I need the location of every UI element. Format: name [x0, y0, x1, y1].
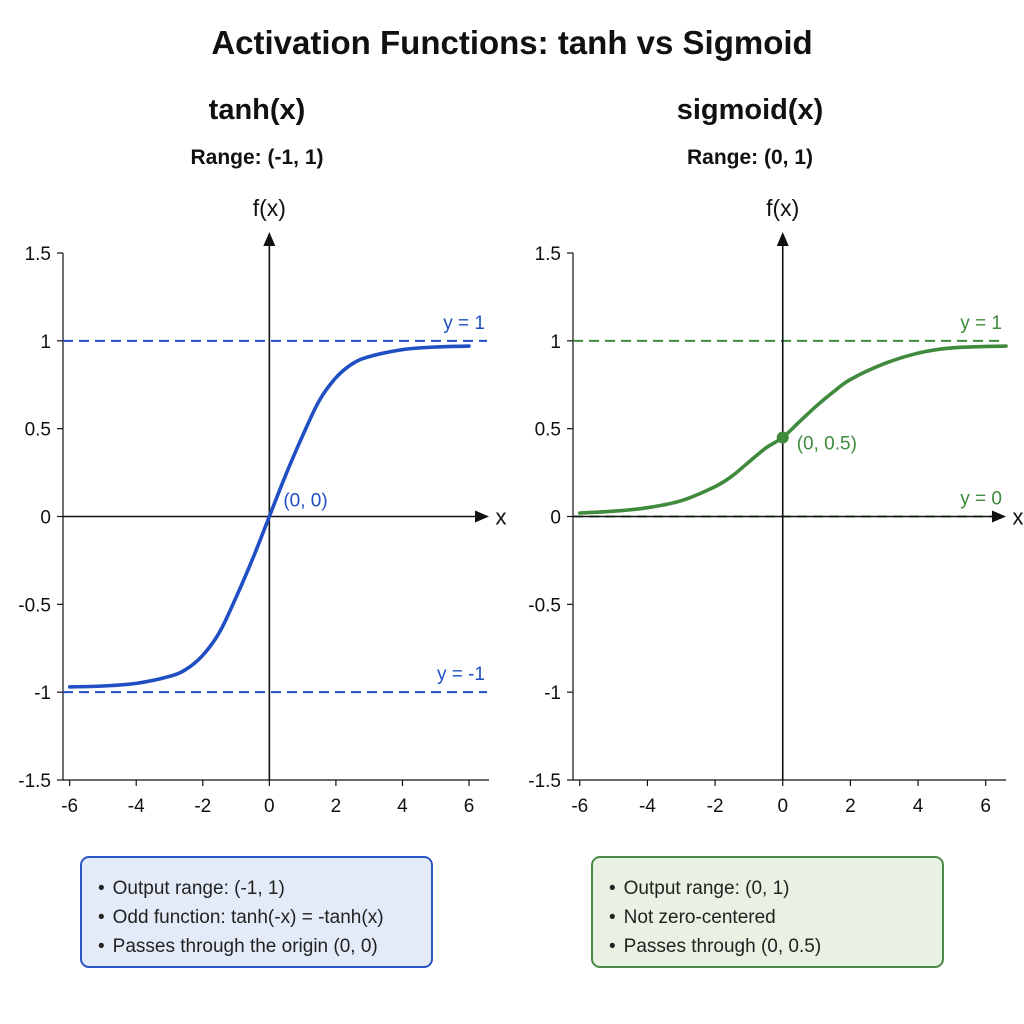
- tanh-x-axis-arrow: [475, 510, 489, 523]
- sigmoid-y-tick-label: -0.5: [528, 595, 561, 616]
- sigmoid-range-subtitle: Range: (0, 1): [686, 146, 814, 169]
- tanh-x-axis-label: x: [496, 505, 507, 530]
- tanh-x-tick-label: 0: [264, 796, 275, 817]
- sigmoid-y-tick-label: 1: [550, 332, 561, 353]
- page-title: Activation Functions: tanh vs Sigmoid: [211, 24, 813, 61]
- sigmoid-reference-label: y = 1: [960, 313, 1002, 334]
- sigmoid-y-tick-label: 0.5: [535, 420, 561, 441]
- tanh-y-tick-label: -0.5: [18, 595, 51, 616]
- tanh-chart: -1.5 -1 -0.5 0 0.5 1 1.5 -6 -4 -2 0 2 4 6 y = 1 y = -1 x…: [18, 195, 506, 817]
- tanh-y-axis-label: f(x): [253, 195, 286, 221]
- tanh-y-axis-arrow: [263, 232, 276, 246]
- tanh-x-tick-label: 4: [397, 796, 408, 817]
- sigmoid-curve: [578, 344, 1008, 515]
- sigmoid-x-axis-arrow: [992, 510, 1006, 523]
- tanh-note: Odd function: tanh(-x) = -tanh(x): [98, 903, 431, 932]
- tanh-range-subtitle: Range: (-1, 1): [190, 146, 324, 169]
- sigmoid-reference-label: y = 0: [960, 489, 1002, 510]
- sigmoid-note: Not zero-centered: [609, 903, 942, 932]
- tanh-y-tick-label: 0.5: [25, 420, 51, 441]
- sigmoid-y-tick-label: 1.5: [535, 244, 561, 265]
- tanh-notes-box: Output range: (-1, 1) Odd function: tanh…: [80, 856, 433, 968]
- tanh-note: Passes through the origin (0, 0): [98, 932, 431, 961]
- tanh-x-tick-label: -2: [194, 796, 211, 817]
- tanh-reference-label: y = 1: [443, 313, 485, 334]
- tanh-y-tick-label: 1.5: [25, 244, 51, 265]
- tanh-chart-title: tanh(x): [208, 94, 306, 126]
- tanh-y-tick-label: 1: [40, 332, 51, 353]
- tanh-x-tick-label: 6: [464, 796, 475, 817]
- sigmoid-x-tick-label: -4: [639, 796, 656, 817]
- sigmoid-y-tick-label: -1: [544, 683, 561, 704]
- tanh-point-label: (0, 0): [283, 491, 327, 512]
- tanh-x-tick-label: -6: [61, 796, 78, 817]
- tanh-x-tick-label: -4: [128, 796, 145, 817]
- tanh-y-tick-label: 0: [40, 508, 51, 529]
- sigmoid-x-tick-label: -6: [571, 796, 588, 817]
- sigmoid-y-axis-arrow: [776, 232, 789, 246]
- sigmoid-x-tick-label: -2: [707, 796, 724, 817]
- sigmoid-point-marker: [776, 431, 789, 444]
- sigmoid-chart-title: sigmoid(x): [676, 94, 824, 126]
- sigmoid-x-axis-label: x: [1013, 505, 1024, 530]
- sigmoid-notes-box: Output range: (0, 1) Not zero-centered P…: [591, 856, 944, 968]
- tanh-reference-label: y = -1: [437, 664, 485, 685]
- sigmoid-x-tick-label: 4: [913, 796, 924, 817]
- sigmoid-point-label: (0, 0.5): [797, 433, 857, 454]
- sigmoid-y-axis-label: f(x): [766, 195, 799, 221]
- sigmoid-y-tick-label: -1.5: [528, 771, 561, 792]
- tanh-note: Output range: (-1, 1): [98, 874, 431, 903]
- sigmoid-x-tick-label: 6: [980, 796, 991, 817]
- tanh-y-tick-label: -1.5: [18, 771, 51, 792]
- sigmoid-note: Output range: (0, 1): [609, 874, 942, 903]
- sigmoid-x-tick-label: 0: [777, 796, 788, 817]
- sigmoid-y-tick-label: 0: [550, 508, 561, 529]
- tanh-curve: [67, 344, 471, 689]
- sigmoid-x-tick-label: 2: [845, 796, 856, 817]
- tanh-x-tick-label: 2: [331, 796, 342, 817]
- sigmoid-note: Passes through (0, 0.5): [609, 932, 942, 961]
- sigmoid-chart: -1.5 -1 -0.5 0 0.5 1 1.5 -6 -4 -2 0 2 4 6 y = 1 y = 0 x f…: [528, 195, 1023, 817]
- tanh-y-tick-label: -1: [34, 683, 51, 704]
